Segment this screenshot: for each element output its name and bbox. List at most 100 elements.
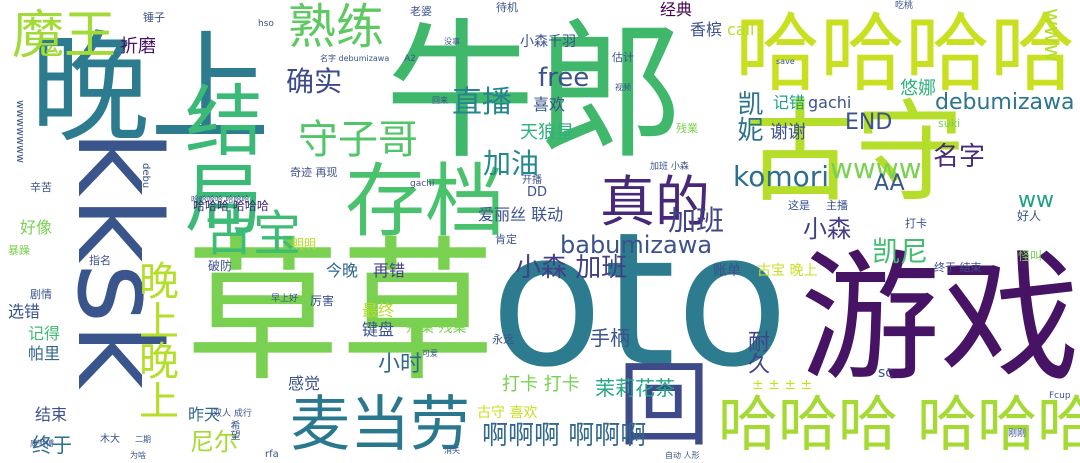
word-hahahaha-hahaha: 哈哈哈哈 哈哈哈 bbox=[191, 195, 250, 204]
word-meishi: 没事 bbox=[444, 37, 460, 46]
word-plusminus: ± ± ± ± bbox=[752, 377, 813, 393]
word-zhiming: 指名 bbox=[89, 254, 111, 267]
word-shulian: 熟练 bbox=[288, 0, 385, 55]
word-ganggang: 刚刚 bbox=[1008, 429, 1027, 439]
word-suki: suki bbox=[938, 117, 961, 130]
word-jiaban-xiaosen: 加班 小森 bbox=[650, 162, 689, 172]
word-jinwan: 今晚 bbox=[326, 261, 359, 280]
word-www: www bbox=[1039, 8, 1064, 62]
word-fcup: Fcup bbox=[1049, 391, 1071, 401]
word-zaoshanghao: 早上好 bbox=[271, 294, 299, 304]
word-sc: sc bbox=[878, 365, 893, 381]
word-gachi: gachi bbox=[808, 93, 852, 112]
word-ailisi-liandong: 爱丽丝 联动 bbox=[478, 205, 564, 224]
word-wanshang: 晚上 bbox=[30, 20, 270, 159]
word-kaibo: 开播 bbox=[522, 175, 542, 186]
word-kaini2: 凯尼 bbox=[872, 235, 929, 268]
word-queshi: 确实 bbox=[286, 65, 343, 98]
word-jide: 记得 bbox=[28, 324, 61, 343]
word-chitao: 吃桃 bbox=[895, 1, 914, 11]
word-huilai: 回来 bbox=[432, 96, 448, 105]
word-wwwwwww: wwwwwww bbox=[14, 100, 27, 163]
word-xiaoshi: 小时 bbox=[378, 352, 423, 377]
word-debumizawa: debumizawa bbox=[935, 90, 1075, 115]
word-naijiu: 耐久 bbox=[744, 330, 769, 374]
word-komori: komori bbox=[733, 160, 830, 193]
word-mingzi-debumizawa: 名字 debumizawa bbox=[320, 54, 390, 63]
word-mingming: 明明 bbox=[292, 237, 317, 251]
word-gachi-small: gachi bbox=[410, 179, 435, 189]
word-xiangbin: 香槟 bbox=[690, 20, 723, 39]
word-baozao: 暴躁 bbox=[8, 244, 30, 257]
word-gubao-wanshang: 古宝 晚上 bbox=[757, 263, 818, 279]
word-zhende: 真的 bbox=[600, 170, 711, 234]
word-haoren: 好人 bbox=[1017, 209, 1042, 223]
word-lihai: 厉害 bbox=[310, 294, 335, 308]
word-erqi: 二期 bbox=[135, 435, 151, 444]
word-xiaosen-jiaban: 小森 加班 bbox=[515, 253, 628, 283]
word-xihuan: 喜欢 bbox=[533, 95, 566, 114]
word-debu: debu bbox=[140, 163, 151, 189]
word-hahahaha: 哈哈哈哈 bbox=[735, 5, 1076, 104]
word-gubao: 古宝 bbox=[205, 206, 302, 262]
word-youna: 悠娜 bbox=[900, 78, 936, 99]
word-hahaha-bottom: 哈哈哈 哈哈哈 bbox=[718, 390, 1080, 460]
word-jiaban: 加班 bbox=[668, 204, 725, 237]
word-shouzige: 守子哥 bbox=[298, 117, 418, 163]
word-pofang: 破防 bbox=[208, 259, 233, 273]
word-gushou-xihuan: 古守 喜欢 bbox=[477, 405, 538, 421]
word-zhongyu-jieshu: 终于 结束 bbox=[934, 261, 982, 274]
word-jicuo: 记错 bbox=[773, 93, 806, 112]
word-hso: hso bbox=[258, 19, 274, 29]
word-tianlangxing: 天狼星 bbox=[520, 122, 574, 143]
word-yongyuan: 永远 bbox=[492, 333, 514, 346]
word-daka: 打卡 bbox=[905, 217, 927, 230]
word-mingzi: 名字 bbox=[933, 142, 986, 172]
word-a2: A2 bbox=[404, 54, 416, 64]
word-rfa: rfa bbox=[265, 449, 279, 460]
word-kending: 肯定 bbox=[495, 233, 517, 246]
word-ww: ww bbox=[1018, 188, 1054, 213]
word-daiji: 待机 bbox=[496, 1, 518, 14]
word-canye: 残業 bbox=[676, 122, 698, 135]
word-kksk: kksk bbox=[51, 130, 185, 390]
word-hui: 回 bbox=[618, 352, 711, 459]
word-ganjue: 感觉 bbox=[288, 374, 321, 393]
word-wanshangwanshang: 晚上晚上 bbox=[132, 260, 178, 420]
word-zuotian: 昨天 bbox=[188, 405, 221, 424]
word-pali: 帕里 bbox=[28, 344, 61, 363]
word-jieju: 结局 bbox=[172, 80, 262, 236]
word-zhibo: 直播 bbox=[452, 85, 512, 120]
word-zidong-renxing: 自动 人形 bbox=[665, 451, 700, 460]
word-zhangdan: 账单 bbox=[713, 263, 741, 279]
word-jieshu: 结束 bbox=[35, 405, 68, 424]
word-haoxiang: 好像 bbox=[20, 218, 53, 237]
word-xinku: 辛苦 bbox=[30, 181, 52, 194]
word-wwww: wwww bbox=[830, 152, 922, 185]
word-xiaosen: 小森 bbox=[803, 215, 851, 243]
word-zhongyu: 终于 bbox=[32, 433, 72, 457]
word-zhemo: 折磨 bbox=[120, 36, 156, 57]
word-hahaha-small: 哈哈哈 哈哈哈 bbox=[193, 199, 269, 213]
word-save: save bbox=[776, 57, 795, 66]
word-shuangren-chengxing: 双人 成行 bbox=[213, 409, 252, 419]
word-weisha: 为啥 bbox=[130, 451, 146, 460]
word-jiayou: 加油 bbox=[483, 147, 540, 180]
word-xuancuo: 选错 bbox=[8, 302, 41, 321]
word-chuizi: 锤子 bbox=[143, 11, 165, 24]
word-keai: 可爱 bbox=[422, 349, 438, 358]
word-aa: AA bbox=[874, 171, 905, 196]
word-gushou: 古守 bbox=[745, 89, 965, 217]
word-cundang: 存档 bbox=[345, 155, 505, 248]
word-jingdian: 经典 bbox=[660, 0, 693, 19]
word-xiexie: 谢谢 bbox=[770, 122, 806, 143]
word-molihuacha: 茉莉花茶 bbox=[595, 376, 675, 400]
word-kaini: 凯妮 bbox=[733, 90, 763, 142]
word-shoubing: 手柄 bbox=[590, 326, 630, 350]
word-zhubo: 主播 bbox=[826, 199, 848, 212]
word-guji: 估计 bbox=[612, 51, 634, 64]
word-call: call bbox=[727, 20, 755, 39]
word-canye-canye: 残業 残業 bbox=[406, 320, 467, 336]
word-aaa: 啊啊啊 啊啊啊 bbox=[482, 421, 647, 451]
